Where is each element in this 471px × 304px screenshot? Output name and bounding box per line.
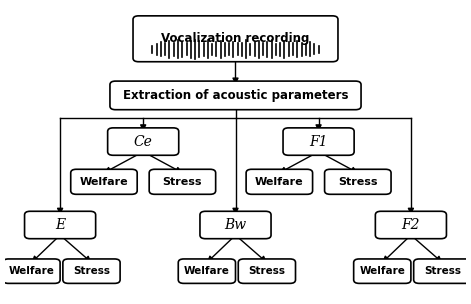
Text: E: E: [55, 218, 65, 232]
Text: Extraction of acoustic parameters: Extraction of acoustic parameters: [123, 89, 348, 102]
Text: Stress: Stress: [338, 177, 378, 187]
Text: Stress: Stress: [424, 266, 461, 276]
FancyBboxPatch shape: [149, 169, 216, 194]
Text: Stress: Stress: [248, 266, 285, 276]
FancyBboxPatch shape: [24, 211, 96, 239]
FancyBboxPatch shape: [110, 81, 361, 110]
FancyBboxPatch shape: [354, 259, 411, 283]
Text: F2: F2: [402, 218, 420, 232]
Text: Ce: Ce: [134, 135, 153, 149]
Text: Stress: Stress: [73, 266, 110, 276]
Text: Vocalization recording: Vocalization recording: [161, 32, 310, 45]
FancyBboxPatch shape: [133, 16, 338, 62]
FancyBboxPatch shape: [283, 128, 354, 155]
Text: Welfare: Welfare: [80, 177, 128, 187]
FancyBboxPatch shape: [200, 211, 271, 239]
FancyBboxPatch shape: [375, 211, 447, 239]
FancyBboxPatch shape: [414, 259, 471, 283]
FancyBboxPatch shape: [238, 259, 295, 283]
FancyBboxPatch shape: [108, 128, 179, 155]
Text: Welfare: Welfare: [255, 177, 304, 187]
Text: Stress: Stress: [162, 177, 202, 187]
Text: Welfare: Welfare: [359, 266, 405, 276]
FancyBboxPatch shape: [71, 169, 137, 194]
FancyBboxPatch shape: [325, 169, 391, 194]
Text: Bw: Bw: [225, 218, 246, 232]
FancyBboxPatch shape: [178, 259, 236, 283]
FancyBboxPatch shape: [63, 259, 120, 283]
Text: F1: F1: [309, 135, 328, 149]
Text: Welfare: Welfare: [8, 266, 55, 276]
FancyBboxPatch shape: [246, 169, 313, 194]
Text: Welfare: Welfare: [184, 266, 230, 276]
FancyBboxPatch shape: [3, 259, 60, 283]
